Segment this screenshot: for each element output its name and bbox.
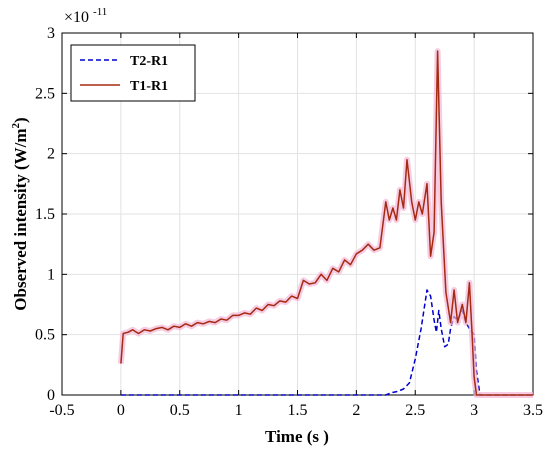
y-tick-label: 1 <box>47 266 55 283</box>
x-tick-label: 3 <box>470 402 478 419</box>
x-axis-ticks: -0.5 0 0.5 1 1.5 2 2.5 3 3.5 <box>49 33 543 419</box>
y-axis-title-superscript: 2 <box>10 122 22 128</box>
series-line-t1-r1 <box>120 50 533 396</box>
y-axis-ticks: 0 0.5 1 1.5 2 2.5 3 <box>35 25 533 404</box>
y-axis-title-close: ) <box>11 117 30 123</box>
legend-box <box>70 44 196 102</box>
y-tick-label: 1.5 <box>35 206 55 223</box>
x-tick-label: 2 <box>352 402 360 419</box>
y-axis-multiplier-base: ×10 <box>64 9 89 26</box>
series-line-t2-r1 <box>120 289 533 396</box>
y-tick-label: 0 <box>47 387 55 404</box>
y-tick-label: 2.5 <box>35 85 55 102</box>
x-tick-label: 0 <box>117 402 125 419</box>
y-tick-label: 0.5 <box>35 327 55 344</box>
y-axis-multiplier-exponent: -11 <box>93 6 107 18</box>
y-tick-label: 3 <box>47 25 55 42</box>
y-axis-title: Observed intensity (W/m2) <box>10 117 30 310</box>
y-axis-title-main: Observed intensity (W/m <box>11 128 30 310</box>
legend: T2-R1 T1-R1 <box>70 44 196 102</box>
x-tick-label: -0.5 <box>49 402 74 419</box>
y-axis-multiplier: ×10 -11 <box>64 6 107 26</box>
legend-label-t1-r1: T1-R1 <box>130 79 168 94</box>
legend-label-t2-r1: T2-R1 <box>130 54 168 69</box>
x-tick-label: 3.5 <box>523 402 543 419</box>
y-tick-label: 2 <box>47 146 55 163</box>
series-layer <box>117 48 533 398</box>
x-tick-label: 2.5 <box>405 402 425 419</box>
x-tick-label: 0.5 <box>170 402 190 419</box>
x-tick-label: 1 <box>235 402 243 419</box>
x-tick-label: 1.5 <box>288 402 308 419</box>
x-axis-title: Time (s ) <box>265 427 329 446</box>
